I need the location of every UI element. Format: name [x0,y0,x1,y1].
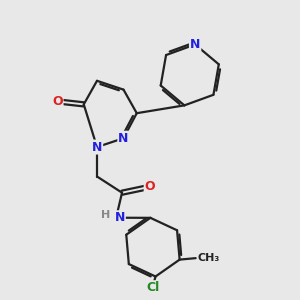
Text: Cl: Cl [146,281,159,294]
Text: N: N [118,132,129,145]
Text: N: N [92,141,102,154]
Text: CH₃: CH₃ [197,253,220,263]
Text: N: N [190,38,200,51]
Text: N: N [115,211,125,224]
Text: H: H [101,210,110,220]
Text: O: O [52,95,63,108]
Text: O: O [145,180,155,193]
